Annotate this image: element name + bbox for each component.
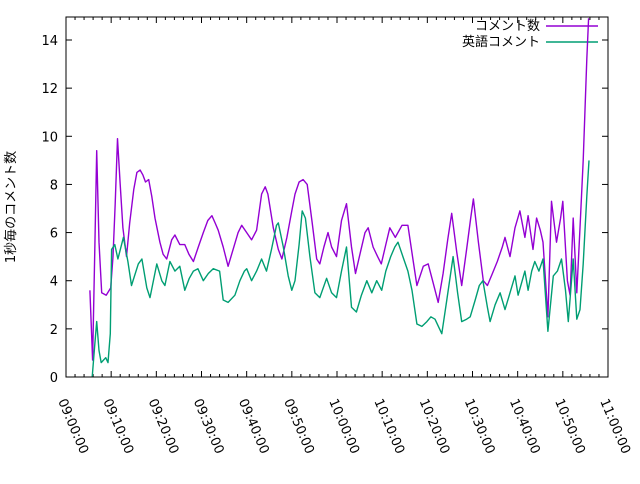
x-tick-label: 11:00:00 <box>596 397 633 457</box>
x-tick-label: 10:30:00 <box>461 397 498 457</box>
x-tick-label: 10:00:00 <box>325 397 362 457</box>
y-tick-label: 6 <box>50 227 58 242</box>
x-tick-label: 09:50:00 <box>280 397 317 457</box>
y-tick-label: 12 <box>41 82 58 97</box>
y-tick-label: 8 <box>50 178 58 193</box>
legend-label: コメント数 <box>475 19 540 34</box>
series-line-comment-count <box>89 18 590 361</box>
legend-label: 英語コメント <box>462 34 540 50</box>
series-line-english-comments <box>91 160 590 377</box>
x-tick-label: 10:20:00 <box>416 397 453 457</box>
x-tick-label: 10:40:00 <box>506 397 543 457</box>
y-axis-title: 1秒毎のコメント数 <box>3 151 19 263</box>
y-tick-label: 14 <box>41 34 58 49</box>
y-tick-label: 4 <box>50 275 58 290</box>
y-tick-label: 2 <box>50 323 58 338</box>
x-tick-label: 09:40:00 <box>235 397 272 457</box>
x-tick-label: 09:30:00 <box>190 397 227 457</box>
y-tick-label: 0 <box>50 371 58 386</box>
x-tick-label: 10:50:00 <box>551 397 588 457</box>
x-tick-label: 09:00:00 <box>54 397 91 457</box>
x-tick-label: 09:10:00 <box>99 397 136 457</box>
x-tick-label: 10:10:00 <box>370 397 407 457</box>
plot-border <box>65 16 609 378</box>
y-tick-label: 10 <box>41 130 58 145</box>
x-tick-label: 09:20:00 <box>145 397 182 457</box>
